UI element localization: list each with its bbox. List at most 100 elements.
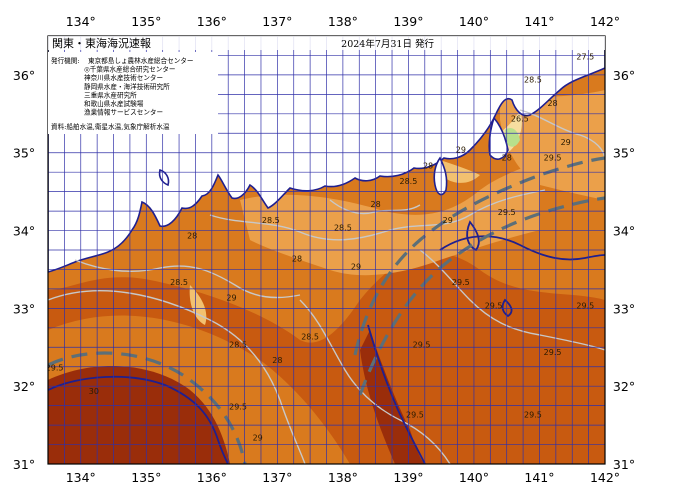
isotherm-label: 28 — [547, 99, 557, 108]
isotherm-label: 29.5 — [576, 301, 594, 310]
info-box — [48, 52, 218, 134]
contour-outline — [501, 298, 513, 318]
lat-tick-label: 33° — [613, 301, 635, 316]
data-sources: 資料:船舶水温,衛星水温,気象庁解析水温 — [51, 122, 170, 131]
lon-tick-label: 137° — [262, 470, 292, 485]
isotherm-label: 29 — [226, 294, 236, 303]
lat-tick-label: 31° — [13, 457, 35, 472]
axis-ticks: 134° 134° 135° 135° 136° 136° 137° 137° 138° 138°… — [13, 14, 635, 485]
isotherm-label: 28.5 — [400, 177, 418, 186]
contour-outline — [439, 235, 605, 261]
isotherm-label: 28.5 — [229, 340, 247, 349]
isotherm-line — [519, 109, 605, 161]
isotherm-label: 29 — [253, 434, 263, 443]
agency-item: 東京都島しょ農林水産総合センター — [88, 56, 194, 65]
isotherm-label: 29.5 — [524, 410, 542, 419]
land-awaji — [158, 168, 170, 187]
lat-tick-label: 36° — [13, 68, 35, 83]
land-boso-peninsula — [488, 116, 509, 160]
issue-date: 2024年7月31日 発行 — [341, 38, 434, 50]
lon-tick-label: 142° — [590, 470, 620, 485]
kuroshio-axis-line — [48, 351, 247, 464]
lon-tick-label: 138° — [328, 470, 358, 485]
kuroshio-axis-line — [358, 196, 605, 396]
isotherm-label: 28.5 — [170, 278, 188, 287]
lon-tick-label: 137° — [262, 14, 292, 29]
isotherm-label: 28 — [371, 200, 381, 209]
isotherm-label: 29 — [351, 262, 361, 271]
contour-outline — [48, 375, 229, 464]
isotherm-label: 29.5 — [413, 340, 431, 349]
isotherm-label: 29.5 — [46, 364, 64, 373]
isotherm-label: 29.5 — [452, 278, 470, 287]
lon-tick-label: 140° — [459, 14, 489, 29]
isotherm-label: 28 — [272, 356, 282, 365]
cool-region-shelf — [240, 160, 540, 276]
lat-tick-label: 33° — [13, 301, 35, 316]
lat-tick-label: 35° — [613, 146, 635, 161]
lat-tick-label: 34° — [613, 224, 635, 239]
isotherm-line — [419, 249, 605, 351]
agency-item: 三重県水産研究所 — [84, 90, 137, 99]
isotherm-label: 28.5 — [524, 76, 542, 85]
isotherm-label: 29 — [561, 138, 571, 147]
isotherm-line — [209, 189, 546, 241]
agencies-label: 発行機関: — [51, 56, 80, 65]
light-region-bays — [189, 160, 480, 325]
agency-item: 和歌山県水産試験場 — [84, 99, 144, 108]
isotherm-label: 28 — [502, 154, 512, 163]
lat-tick-label: 32° — [613, 379, 635, 394]
lon-tick-label: 142° — [590, 14, 620, 29]
agency-list: 東京都島しょ農林水産総合センター◎千葉県水産総合研究センター神奈川県水産技術セン… — [84, 56, 194, 117]
agency-item: ◎千葉県水産総合研究センター — [84, 65, 175, 74]
isotherm-label: 29.5 — [544, 154, 562, 163]
agency-item: 漁業情報サービスセンター — [84, 108, 163, 117]
contour-outline — [367, 324, 426, 464]
lon-tick-label: 141° — [524, 14, 554, 29]
isotherm-label: 30 — [89, 387, 99, 396]
land-izu-peninsula — [433, 156, 448, 196]
lon-tick-label: 136° — [197, 14, 227, 29]
lon-tick-label: 138° — [328, 14, 358, 29]
isotherm-label: 29.5 — [229, 403, 247, 412]
lat-tick-label: 32° — [13, 379, 35, 394]
isotherm-label: 28 — [292, 255, 302, 264]
lon-tick-label: 134° — [66, 470, 96, 485]
isotherm-label: 29 — [443, 216, 453, 225]
lat-tick-label: 31° — [613, 457, 635, 472]
isotherm-label: 26.5 — [511, 115, 529, 124]
isotherm-label: 29.5 — [485, 301, 503, 310]
isotherm-label: 28.5 — [334, 224, 352, 233]
hot-region-southwest — [48, 366, 230, 464]
isotherm-label: 28 — [423, 161, 433, 170]
green-region-tokyo-bay — [505, 128, 520, 147]
lon-tick-label: 140° — [459, 470, 489, 485]
isotherm-label: 29.5 — [544, 348, 562, 357]
isotherm-label: 27.5 — [576, 52, 594, 61]
map-title: 関東・東海海況速報 — [52, 36, 151, 50]
lon-tick-label: 139° — [393, 14, 423, 29]
agency-item: 神奈川県水産技術センター — [84, 73, 163, 82]
lat-tick-label: 36° — [613, 68, 635, 83]
lon-tick-label: 134° — [66, 14, 96, 29]
isotherm-label: 29.5 — [498, 208, 516, 217]
isotherm-labels: 28.5 28 28.5 28.5 29 29.5 30 28 28 28.5 28.5 29 28 29… — [46, 52, 594, 443]
lon-tick-label: 141° — [524, 470, 554, 485]
lon-tick-label: 136° — [197, 470, 227, 485]
lat-tick-label: 34° — [13, 224, 35, 239]
isotherm-label: 29.5 — [406, 410, 424, 419]
isotherm-label: 29 — [456, 146, 466, 155]
agency-item: 静岡県水産・海洋技術研究所 — [84, 82, 170, 91]
header: 関東・東海海況速報 2024年7月31日 発行 — [48, 36, 605, 50]
isotherm-label: 28.5 — [301, 332, 319, 341]
lon-tick-label: 135° — [131, 470, 161, 485]
isotherm-label: 28.5 — [262, 216, 280, 225]
isotherm-lines — [48, 109, 605, 464]
lon-tick-label: 135° — [131, 14, 161, 29]
isotherm-line — [299, 299, 451, 464]
cold-water-outlines — [48, 220, 605, 464]
lat-tick-label: 35° — [13, 146, 35, 161]
isotherm-line — [48, 290, 306, 464]
lon-tick-label: 139° — [393, 470, 423, 485]
